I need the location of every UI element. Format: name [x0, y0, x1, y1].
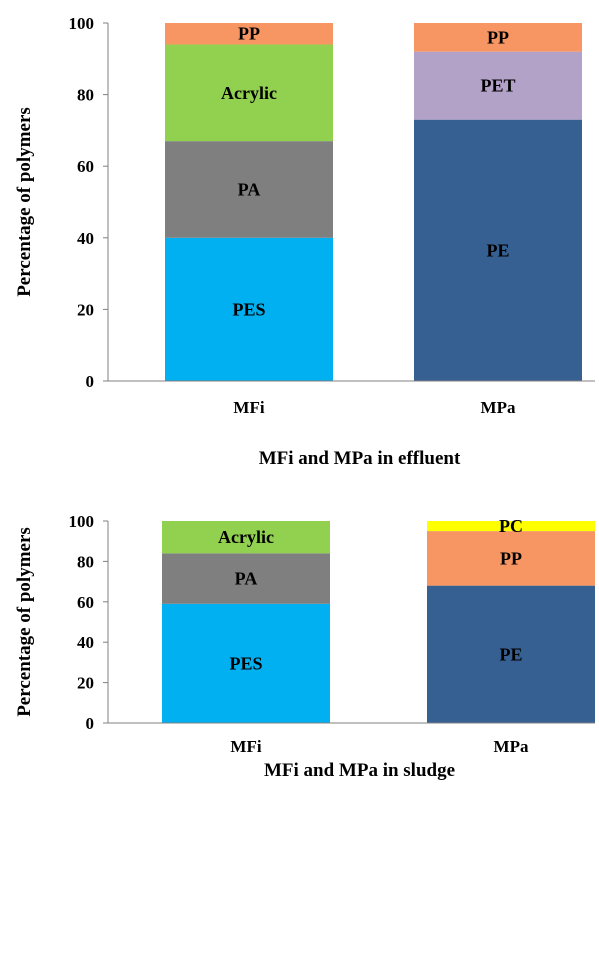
segment-label: PP: [487, 27, 509, 47]
y-tick-label: 20: [77, 674, 94, 693]
segment-label: Acrylic: [218, 527, 274, 547]
y-tick-label: 0: [86, 714, 95, 733]
segment-label: PA: [235, 569, 258, 589]
x-category-label: MPa: [494, 737, 529, 756]
bar-segment-mpa-pet: [414, 51, 582, 120]
x-axis-title: MFi and MPa in effluent: [259, 448, 461, 469]
segment-label: PE: [499, 644, 522, 664]
segment-label: Acrylic: [221, 83, 277, 103]
y-tick-label: 60: [77, 157, 94, 176]
bar-segment-mfi-pa: [165, 141, 333, 238]
segment-label: PP: [500, 548, 522, 568]
segment-label: PA: [238, 179, 261, 199]
bar-segment-mpa-pe: [427, 585, 595, 723]
bar-segment-mpa-pc: [427, 521, 595, 532]
y-tick-label: 80: [77, 86, 94, 105]
bar-segment-mpa-pp: [427, 531, 595, 586]
x-category-label: MPa: [481, 398, 516, 417]
bar-segment-mfi-pes: [162, 603, 330, 723]
x-axis-title: MFi and MPa in sludge: [264, 760, 455, 781]
segment-label: PC: [499, 516, 523, 536]
y-tick-label: 100: [69, 14, 95, 33]
effluent-stacked-bar-chart: PES PA Acrylic PP PE PET PP 0 20 40 60 80 100 MFi MPa M…: [14, 14, 595, 469]
segment-label: PP: [238, 24, 260, 44]
x-category-label: MFi: [233, 398, 264, 417]
bar-segment-mfi-pp: [165, 23, 333, 45]
y-tick-label: 0: [86, 372, 95, 391]
bar-segment-mpa-pp: [414, 23, 582, 52]
segment-label: PET: [480, 76, 515, 96]
sludge-stacked-bar-chart: PES PA Acrylic PE PP PC 0 20 40 60 80 100 MFi MPa MFi …: [14, 512, 595, 781]
bar-segment-mfi-acrylic: [162, 521, 330, 554]
segment-label: PE: [486, 240, 509, 260]
y-axis-title: Percentage of polymers: [14, 527, 35, 717]
y-tick-label: 40: [77, 633, 94, 652]
y-tick-label: 60: [77, 593, 94, 612]
y-tick-label: 40: [77, 229, 94, 248]
segment-label: PES: [232, 299, 265, 319]
sludge-chart-panel: PES PA Acrylic PE PP PC 0 20 40 60 80 100 MFi MPa MFi …: [0, 490, 599, 974]
x-category-label: MFi: [230, 737, 261, 756]
bar-segment-mfi-pa: [162, 553, 330, 604]
y-tick-label: 20: [77, 300, 94, 319]
segment-label: PES: [229, 653, 262, 673]
y-tick-label: 100: [69, 512, 95, 531]
y-axis-title: Percentage of polymers: [14, 107, 35, 297]
bar-segment-mpa-pe: [414, 119, 582, 381]
effluent-chart-panel: PES PA Acrylic PP PE PET PP 0 20 40 60 80 100 MFi MPa M…: [0, 0, 599, 480]
y-tick-label: 80: [77, 552, 94, 571]
bar-segment-mfi-pes: [165, 237, 333, 381]
bar-segment-mfi-acrylic: [165, 44, 333, 142]
